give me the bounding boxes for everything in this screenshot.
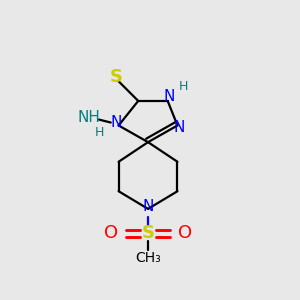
Text: N: N <box>142 200 154 214</box>
Text: O: O <box>104 224 118 242</box>
Text: CH₃: CH₃ <box>135 251 161 265</box>
Text: S: S <box>142 224 154 242</box>
Text: N: N <box>111 115 122 130</box>
Text: N: N <box>164 89 175 104</box>
Text: H: H <box>94 126 104 139</box>
Text: N: N <box>174 120 185 135</box>
Text: H: H <box>179 80 188 93</box>
Text: NH: NH <box>78 110 100 125</box>
Text: O: O <box>178 224 192 242</box>
Text: S: S <box>110 68 123 86</box>
